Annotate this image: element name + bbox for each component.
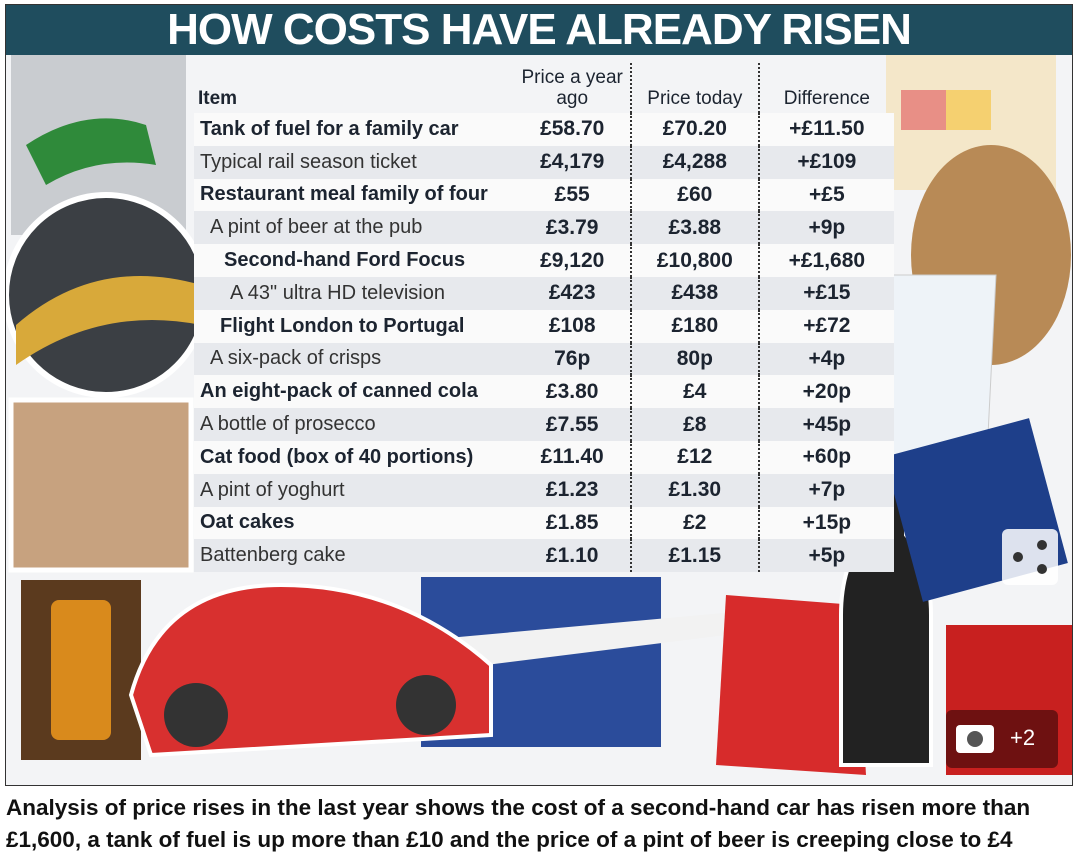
price-cell: +£11.50 bbox=[789, 117, 865, 141]
price-cell: +7p bbox=[808, 478, 846, 502]
table-row: Battenberg cake £1.10 £1.15 +5p bbox=[194, 539, 894, 573]
column-header: Price a year ago bbox=[514, 63, 632, 113]
price-cell: £3.88 bbox=[630, 211, 760, 245]
title: HOW COSTS HAVE ALREADY RISEN bbox=[6, 5, 1072, 55]
price-cell: £10,800 bbox=[630, 244, 760, 277]
price-cell: +20p bbox=[802, 379, 852, 403]
column-header: Difference bbox=[783, 88, 870, 109]
share-icon bbox=[1013, 552, 1023, 562]
battenberg-square bbox=[901, 90, 946, 130]
gallery-button[interactable] bbox=[946, 710, 1058, 768]
price-cell: £2 bbox=[630, 506, 760, 540]
share-button[interactable] bbox=[1002, 529, 1058, 585]
table-row: Oat cakes £1.85 £2 +15p bbox=[194, 506, 894, 540]
battenberg-square bbox=[946, 90, 991, 130]
table-row: Restaurant meal family of four £55 £60 +£5 bbox=[194, 178, 894, 212]
price-cell: £423 bbox=[514, 276, 632, 310]
price-cell: £1.15 bbox=[630, 539, 760, 573]
price-cell: £8 bbox=[630, 408, 760, 441]
price-cell: +15p bbox=[802, 510, 852, 534]
table-row: A six-pack of crisps 76p 80p +4p bbox=[194, 342, 894, 376]
item-cell: Typical rail season ticket bbox=[200, 150, 417, 173]
item-cell: A bottle of prosecco bbox=[200, 413, 376, 436]
car-wheel bbox=[396, 675, 456, 735]
price-cell: +£15 bbox=[803, 281, 851, 305]
price-cell: £7.55 bbox=[514, 408, 632, 441]
price-cell: £60 bbox=[630, 178, 760, 212]
price-cell: +60p bbox=[802, 445, 852, 469]
price-cell: +45p bbox=[802, 412, 852, 436]
price-cell: £4,179 bbox=[514, 145, 632, 179]
item-cell: A 43" ultra HD television bbox=[230, 281, 445, 304]
camera-lens bbox=[967, 731, 983, 747]
price-table: Item Price a year ago Price today Differenc… bbox=[194, 63, 894, 573]
beer-glass bbox=[51, 600, 111, 740]
price-cell: £55 bbox=[514, 178, 632, 212]
table-row: A 43" ultra HD television £423 £438 +£15 bbox=[194, 276, 894, 310]
share-icon bbox=[1037, 540, 1047, 550]
price-cell: £58.70 bbox=[514, 113, 632, 146]
fuel-nozzle bbox=[26, 118, 156, 185]
table-row: Typical rail season ticket £4,179 £4,288 +£… bbox=[194, 145, 894, 179]
price-cell: +£109 bbox=[797, 150, 857, 174]
illustrations: +2 bbox=[6, 50, 1072, 775]
table-row: Tank of fuel for a family car £58.70 £70.2… bbox=[194, 113, 894, 146]
price-cell: £3.80 bbox=[514, 375, 632, 409]
price-cell: 80p bbox=[630, 342, 760, 376]
item-cell: A pint of yoghurt bbox=[200, 478, 345, 501]
price-cell: £1.30 bbox=[630, 473, 760, 507]
price-cell: £1.85 bbox=[514, 506, 632, 540]
car-wheel bbox=[164, 683, 228, 747]
price-cell: +£1,680 bbox=[788, 248, 866, 272]
table-row: Second-hand Ford Focus £9,120 £10,800 +£1,6… bbox=[194, 244, 894, 277]
table-row: Flight London to Portugal £108 £180 +£72 bbox=[194, 309, 894, 343]
item-cell: Flight London to Portugal bbox=[220, 314, 465, 337]
item-cell: Restaurant meal family of four bbox=[200, 183, 488, 206]
price-cell: £11.40 bbox=[514, 440, 632, 474]
train-stripe bbox=[16, 276, 201, 365]
price-cell: £438 bbox=[630, 276, 760, 310]
table-row: Cat food (box of 40 portions) £11.40 £12 +6… bbox=[194, 440, 894, 474]
table-row: An eight-pack of canned cola £3.80 £4 +20p bbox=[194, 375, 894, 409]
price-cell: +5p bbox=[808, 543, 846, 567]
crisps-bag bbox=[716, 595, 866, 775]
column-header: Item bbox=[198, 88, 238, 109]
price-cell: +£5 bbox=[809, 182, 845, 206]
item-cell: A six-pack of crisps bbox=[210, 347, 382, 370]
table-row: A pint of beer at the pub £3.79 £3.88 +9p bbox=[194, 211, 894, 245]
family-photo bbox=[8, 397, 194, 573]
price-cell: £1.23 bbox=[514, 473, 632, 507]
price-cell: £9,120 bbox=[514, 244, 632, 277]
price-cell: £4,288 bbox=[630, 145, 760, 179]
photo-count: +2 bbox=[1010, 725, 1035, 750]
price-cell: £3.79 bbox=[514, 211, 632, 245]
item-cell: Battenberg cake bbox=[200, 544, 346, 567]
plane bbox=[426, 610, 766, 670]
caption: Analysis of price rises in the last year… bbox=[6, 795, 1031, 852]
share-icon bbox=[1037, 564, 1047, 574]
price-cell: £4 bbox=[630, 375, 760, 409]
price-cell: +£72 bbox=[803, 314, 851, 338]
item-cell: A pint of beer at the pub bbox=[210, 216, 423, 239]
price-cell: £108 bbox=[514, 309, 632, 343]
item-cell: An eight-pack of canned cola bbox=[200, 380, 478, 403]
item-cell: Tank of fuel for a family car bbox=[200, 117, 459, 140]
price-cell: £12 bbox=[630, 440, 760, 474]
price-cell: +4p bbox=[808, 346, 846, 370]
item-cell: Second-hand Ford Focus bbox=[224, 249, 466, 272]
price-cell: £70.20 bbox=[630, 113, 760, 146]
price-cell: £180 bbox=[630, 309, 760, 343]
item-cell: Cat food (box of 40 portions) bbox=[200, 445, 474, 468]
infographic: +2 HOW COSTS HAVE ALREADY RISEN Item Pric… bbox=[5, 4, 1073, 786]
header-row: Item Price a year ago Price today Differenc… bbox=[194, 63, 894, 113]
price-cell: 76p bbox=[514, 342, 632, 376]
price-cell: £1.10 bbox=[514, 539, 632, 573]
item-cell: Oat cakes bbox=[200, 511, 295, 534]
table-row: A bottle of prosecco £7.55 £8 +45p bbox=[194, 408, 894, 441]
column-header: Price today bbox=[630, 63, 760, 113]
price-cell: +9p bbox=[808, 215, 846, 239]
table-row: A pint of yoghurt £1.23 £1.30 +7p bbox=[194, 473, 894, 507]
